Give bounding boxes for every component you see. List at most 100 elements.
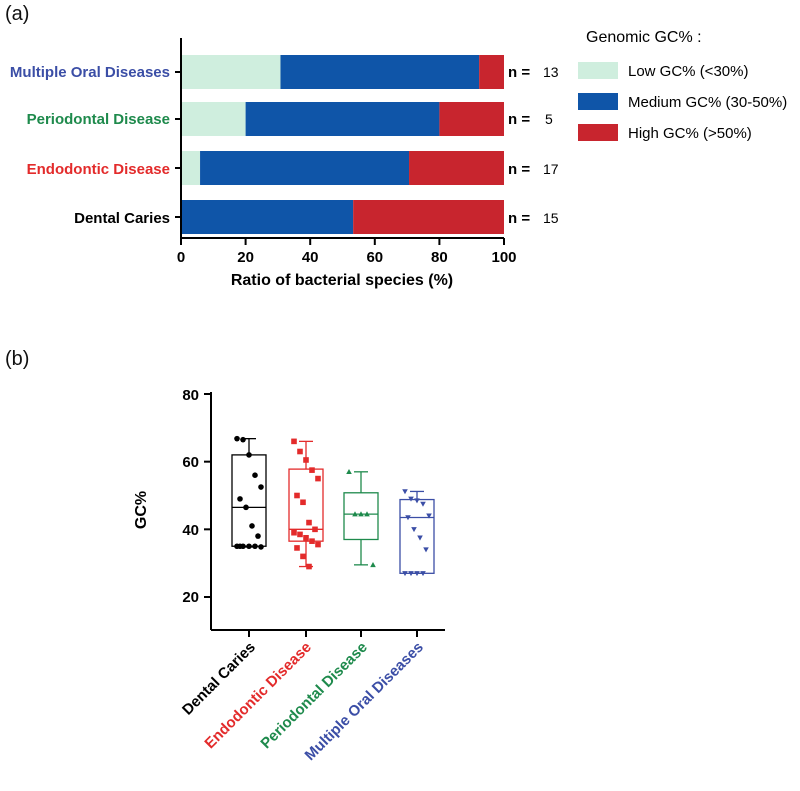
box-point-1-15: [300, 553, 306, 560]
box-point-3-11: [414, 571, 420, 577]
bar-segment-0-0: [181, 55, 281, 89]
bar-segment-2-1: [200, 151, 410, 185]
n-label-multiple-oral: n =: [508, 64, 530, 81]
box-point-0-2: [246, 452, 252, 458]
bar-x-tick-label-100: 100: [491, 249, 516, 266]
box-y-ticks: [204, 393, 211, 598]
panel-a-label: (a): [5, 3, 29, 25]
box-y-tick-label-20: 20: [182, 589, 199, 606]
box-point-3-9: [402, 571, 408, 577]
box-point-0-14: [237, 543, 243, 550]
n-value-dental-caries: 15: [543, 210, 559, 226]
box-point-1-11: [303, 534, 309, 541]
bar-x-tick-label-80: 80: [431, 249, 448, 266]
box-point-3-3: [420, 501, 426, 507]
box-group-0: [231, 435, 267, 550]
bar-segment-2-2: [409, 151, 504, 185]
box-point-1-6: [300, 499, 306, 506]
legend-swatch-medium: [578, 93, 618, 110]
n-value-endodontic: 17: [543, 161, 559, 177]
n-label-dental-caries: n =: [508, 210, 530, 227]
panel-b-box-plot: (b) GC% 20 40 60 80 Dental Caries Endodo…: [5, 348, 445, 764]
bar-segment-2-0: [181, 151, 201, 185]
bar-x-tick-label-0: 0: [177, 249, 185, 266]
box-y-axis-title: GC%: [133, 491, 150, 529]
legend-swatch-high: [578, 124, 618, 141]
box-point-1-1: [297, 448, 303, 455]
box-point-1-10: [297, 531, 303, 538]
bar-segment-0-1: [280, 55, 480, 89]
box-point-3-10: [408, 571, 414, 577]
bar-segment-1-2: [439, 102, 504, 136]
box-iqr-1: [288, 468, 324, 542]
panel-a-stacked-bar-chart: (a) Multiple Oral Diseases Periodontal D…: [5, 3, 787, 289]
bar-x-axis-title: Ratio of bacterial species (%): [231, 272, 453, 289]
box-y-tick-label-40: 40: [182, 522, 199, 539]
box-category-label-periodontal: Periodontal Disease: [257, 639, 370, 752]
box-point-3-12: [420, 571, 426, 577]
box-point-0-1: [240, 436, 246, 443]
box-point-3-2: [414, 498, 420, 504]
box-point-3-4: [426, 513, 432, 519]
n-label-periodontal: n =: [508, 111, 530, 128]
n-value-periodontal: 5: [545, 111, 553, 127]
box-group-3: [399, 489, 435, 577]
box-point-2-0: [346, 469, 352, 475]
box-point-1-12: [309, 538, 315, 544]
box-iqr-3: [399, 498, 435, 574]
bar-segment-0-2: [479, 55, 504, 89]
legend-swatch-low: [578, 62, 618, 79]
box-point-0-13: [258, 544, 264, 550]
box-point-3-1: [408, 496, 414, 502]
box-iqr-0: [231, 454, 267, 547]
stacked-bars: [181, 55, 504, 234]
box-category-label-endodontic: Endodontic Disease: [201, 639, 314, 752]
box-group-1: [288, 438, 324, 570]
box-point-0-7: [249, 523, 255, 529]
box-point-1-8: [312, 526, 318, 533]
bar-x-tick-label-20: 20: [237, 249, 254, 266]
legend-label-medium: Medium GC% (30-50%): [628, 94, 787, 111]
bar-x-ticks: [180, 238, 505, 245]
bar-segment-1-0: [181, 102, 246, 136]
box-point-1-2: [303, 457, 309, 463]
bar-segment-1-1: [245, 102, 440, 136]
box-point-1-4: [315, 475, 321, 482]
box-category-label-multiple-oral: Multiple Oral Diseases: [302, 639, 427, 764]
bar-category-label-dental-caries: Dental Caries: [74, 210, 170, 227]
panel-b-label: (b): [5, 348, 29, 370]
box-point-0-6: [243, 504, 249, 511]
box-point-0-0: [234, 435, 240, 442]
n-label-endodontic: n =: [508, 161, 530, 178]
box-point-3-7: [417, 535, 423, 541]
box-plot-groups: [231, 435, 435, 577]
bar-category-label-multiple-oral: Multiple Oral Diseases: [10, 64, 170, 81]
box-point-0-5: [237, 496, 243, 502]
box-point-2-4: [370, 562, 376, 568]
box-iqr-2: [343, 492, 379, 541]
box-point-3-8: [423, 547, 429, 553]
box-point-2-1: [352, 511, 358, 517]
bar-segment-3-2: [353, 200, 504, 234]
n-value-multiple-oral: 13: [543, 64, 559, 80]
box-point-0-11: [246, 543, 252, 550]
box-point-3-0: [402, 489, 408, 495]
legend-title: Genomic GC% :: [586, 29, 702, 46]
bar-segment-3-1: [181, 200, 354, 234]
box-point-1-13: [315, 541, 321, 548]
box-point-0-8: [255, 533, 261, 539]
box-point-1-9: [291, 529, 297, 536]
box-point-1-5: [294, 492, 300, 499]
box-point-0-3: [252, 472, 258, 479]
bar-y-ticks: [175, 71, 181, 218]
box-point-2-3: [364, 511, 370, 517]
box-point-1-3: [309, 467, 315, 473]
legend-label-low: Low GC% (<30%): [628, 63, 748, 80]
bar-x-tick-label-60: 60: [366, 249, 383, 266]
box-point-0-4: [258, 484, 264, 490]
box-y-tick-label-80: 80: [182, 387, 199, 404]
box-point-3-6: [411, 527, 417, 533]
box-point-1-0: [291, 438, 297, 445]
bar-category-label-periodontal: Periodontal Disease: [27, 111, 170, 128]
